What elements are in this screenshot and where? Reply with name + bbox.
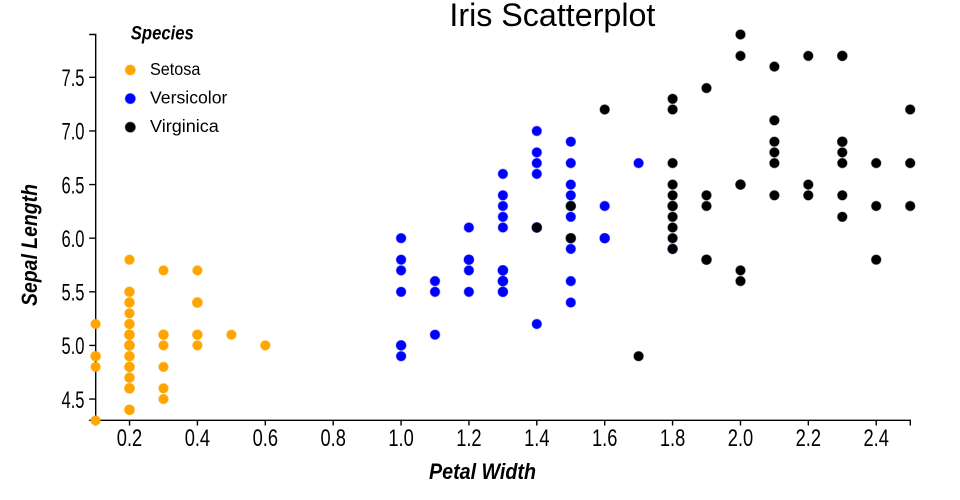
svg-text:1.2: 1.2 — [456, 425, 481, 452]
svg-text:1.8: 1.8 — [660, 425, 685, 452]
svg-text:Species: Species — [131, 23, 194, 44]
svg-text:Iris Scatterplot: Iris Scatterplot — [449, 0, 655, 33]
svg-text:Virginica: Virginica — [150, 116, 219, 136]
svg-text:0.6: 0.6 — [253, 425, 278, 452]
svg-text:0.4: 0.4 — [185, 425, 210, 452]
svg-text:6.0: 6.0 — [62, 226, 85, 253]
svg-text:Versicolor: Versicolor — [150, 88, 228, 108]
svg-text:2.2: 2.2 — [796, 425, 821, 452]
svg-text:0.2: 0.2 — [117, 425, 142, 452]
svg-text:7.5: 7.5 — [62, 65, 85, 92]
svg-text:4.5: 4.5 — [62, 387, 85, 414]
svg-text:7.0: 7.0 — [62, 119, 85, 146]
svg-text:Setosa: Setosa — [150, 59, 201, 79]
svg-text:1.4: 1.4 — [524, 425, 549, 452]
svg-text:Petal Width: Petal Width — [429, 459, 536, 484]
svg-text:1.6: 1.6 — [592, 425, 617, 452]
svg-text:1.0: 1.0 — [388, 425, 413, 452]
svg-text:6.5: 6.5 — [62, 172, 85, 199]
svg-text:2.0: 2.0 — [728, 425, 753, 452]
svg-text:5.5: 5.5 — [62, 280, 85, 307]
svg-text:0.8: 0.8 — [321, 425, 346, 452]
svg-text:Sepal Length: Sepal Length — [17, 184, 42, 306]
svg-text:5.0: 5.0 — [62, 333, 85, 360]
svg-text:2.4: 2.4 — [864, 425, 889, 452]
